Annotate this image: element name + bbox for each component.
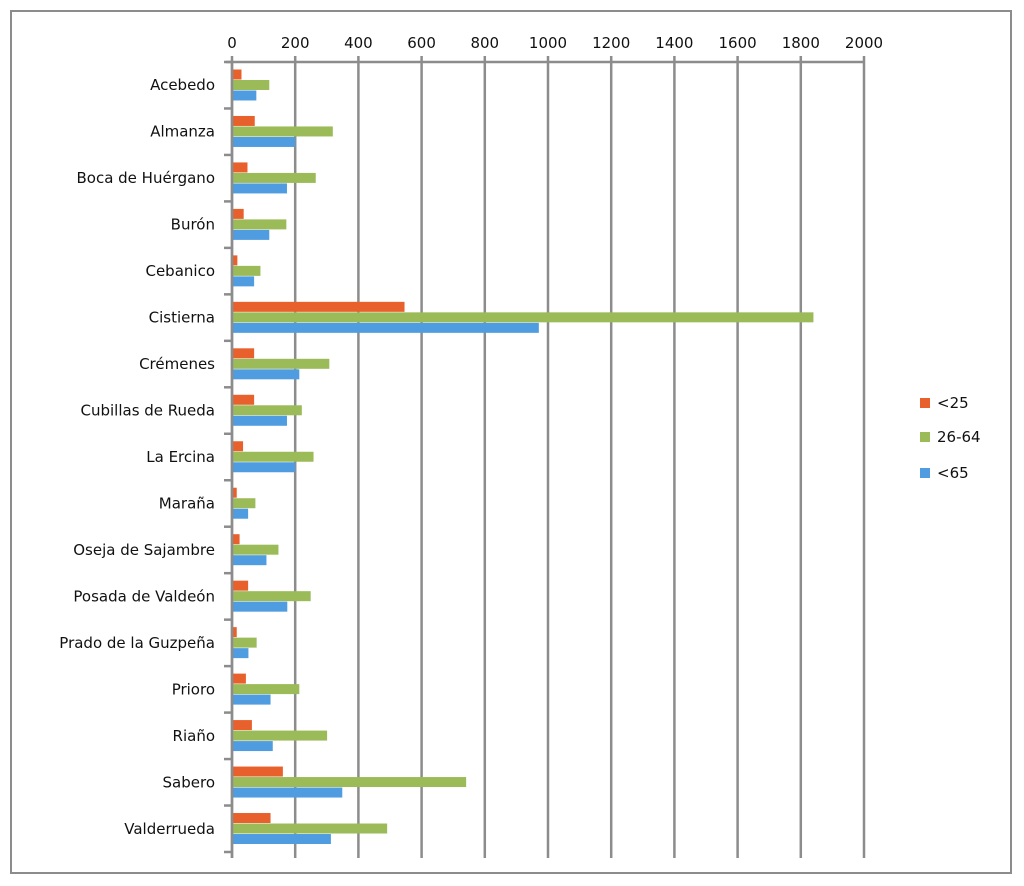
legend-label: 26-64: [937, 428, 981, 446]
bar-2664-15: [232, 777, 467, 788]
bar-25-4: [232, 255, 238, 266]
category-label: Posada de Valdeón: [73, 587, 215, 605]
bar-2664-13: [232, 684, 300, 695]
bar-25-2: [232, 162, 248, 173]
bar-2664-4: [232, 265, 261, 276]
bar-2664-9: [232, 498, 256, 509]
bar-25-3: [232, 208, 244, 219]
category-label: Cistierna: [149, 309, 215, 327]
legend-swatch: [920, 398, 930, 408]
legend-label: <65: [937, 464, 969, 482]
bar-25-7: [232, 394, 255, 405]
bar-65-10: [232, 555, 267, 566]
bar-65-16: [232, 834, 331, 845]
bar-2664-16: [232, 823, 388, 834]
bar-65-9: [232, 508, 249, 519]
bar-2664-6: [232, 358, 330, 369]
bar-65-3: [232, 229, 270, 240]
category-label: Maraña: [159, 494, 215, 512]
x-tick-label: 600: [407, 34, 436, 52]
bar-25-0: [232, 69, 242, 80]
bar-65-4: [232, 276, 255, 287]
bar-25-8: [232, 441, 244, 452]
x-tick-label: 400: [344, 34, 373, 52]
bar-2664-14: [232, 730, 328, 741]
category-label: Crémenes: [139, 355, 215, 373]
bar-65-12: [232, 648, 249, 659]
bar-25-15: [232, 766, 283, 777]
bar-25-5: [232, 301, 405, 312]
x-tick-label: 800: [470, 34, 499, 52]
bar-65-15: [232, 787, 343, 798]
category-label: Cubillas de Rueda: [81, 402, 216, 420]
bar-65-7: [232, 415, 287, 426]
bar-65-0: [232, 90, 257, 101]
category-label: Prioro: [172, 680, 215, 698]
bar-65-6: [232, 369, 300, 380]
bar-65-11: [232, 601, 288, 612]
bar-65-8: [232, 462, 296, 473]
bar-25-16: [232, 813, 271, 824]
x-tick-label: 0: [227, 34, 237, 52]
bar-25-11: [232, 580, 249, 591]
bar-65-5: [232, 322, 539, 333]
bar-25-10: [232, 534, 240, 545]
bar-65-2: [232, 183, 287, 194]
bar-65-1: [232, 136, 296, 147]
category-label: Sabero: [163, 773, 215, 791]
bar-25-12: [232, 627, 237, 638]
bar-25-14: [232, 720, 252, 731]
bar-2664-0: [232, 79, 270, 90]
x-tick-label: 2000: [845, 34, 883, 52]
x-tick-label: 1600: [719, 34, 757, 52]
legend-swatch: [920, 432, 930, 442]
chart-frame: [10, 10, 1012, 874]
x-tick-label: 1800: [782, 34, 820, 52]
legend-label: <25: [937, 394, 969, 412]
bar-25-6: [232, 348, 255, 359]
category-label: Cebanico: [145, 262, 215, 280]
bar-25-13: [232, 673, 246, 684]
x-tick-label: 1000: [529, 34, 567, 52]
category-label: Valderrueda: [124, 820, 215, 838]
category-label: Boca de Huérgano: [76, 169, 215, 187]
category-label: Burón: [171, 216, 215, 234]
bar-25-9: [232, 487, 237, 498]
category-label: Riaño: [173, 727, 215, 745]
x-tick-label: 1400: [655, 34, 693, 52]
bar-65-14: [232, 741, 273, 752]
category-label: Prado de la Guzpeña: [59, 634, 215, 652]
category-label: Acebedo: [150, 76, 215, 94]
bar-2664-5: [232, 312, 814, 323]
bar-2664-11: [232, 591, 311, 602]
bar-2664-2: [232, 172, 316, 183]
x-tick-label: 200: [281, 34, 310, 52]
bar-2664-7: [232, 405, 302, 416]
category-label: Oseja de Sajambre: [73, 541, 215, 559]
category-label: La Ercina: [146, 448, 215, 466]
bar-2664-10: [232, 544, 279, 555]
legend-swatch: [920, 468, 930, 478]
bar-2664-1: [232, 126, 333, 137]
bar-2664-8: [232, 451, 314, 462]
bar-25-1: [232, 115, 255, 126]
bar-2664-12: [232, 637, 257, 648]
x-tick-label: 1200: [592, 34, 630, 52]
bar-65-13: [232, 694, 271, 705]
category-label: Almanza: [150, 123, 215, 141]
bar-2664-3: [232, 219, 287, 230]
